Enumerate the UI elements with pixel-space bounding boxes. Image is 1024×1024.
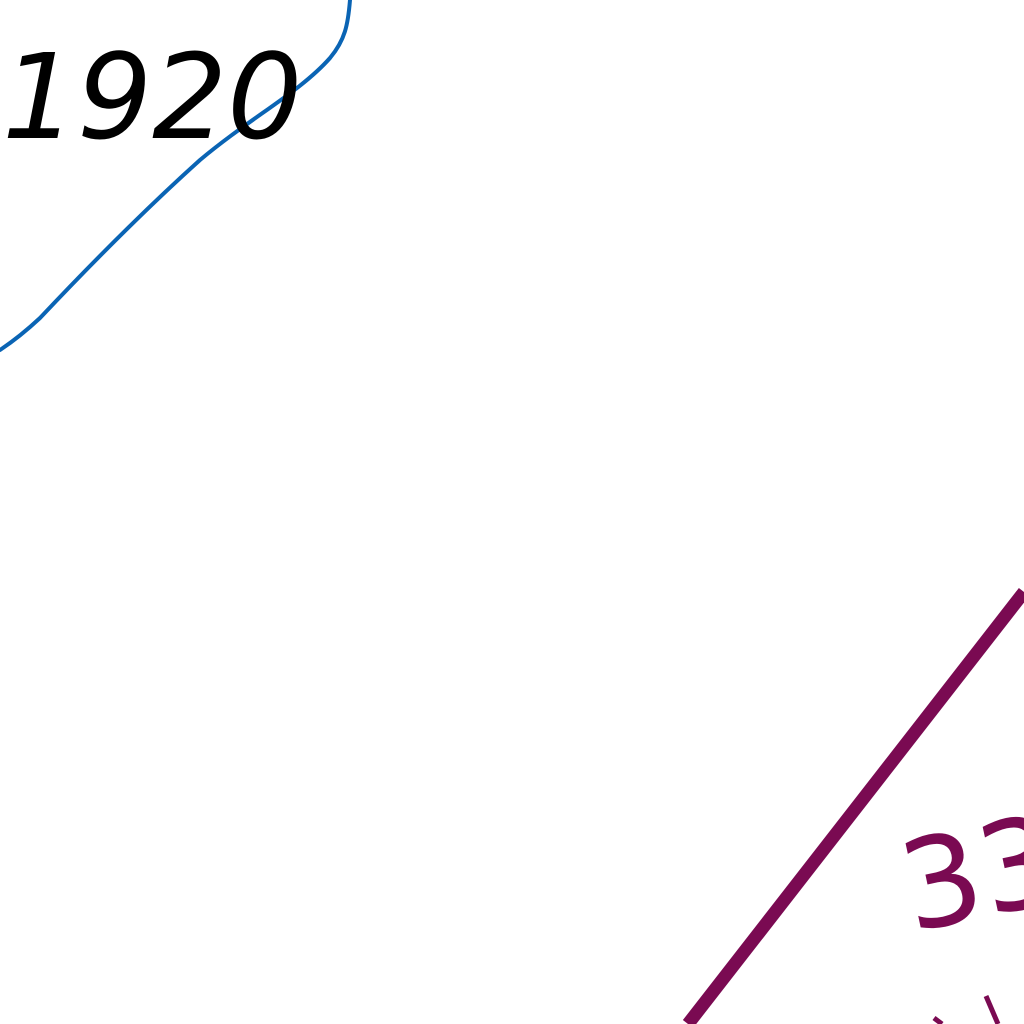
year-label: 1920: [2, 28, 302, 166]
route-number-label: 33: [888, 788, 1024, 962]
route-tick-mark: [983, 995, 1001, 1024]
blue-contour-line: [0, 0, 352, 352]
purple-route-line: [682, 588, 1024, 1024]
route-tick-mark: [932, 1016, 944, 1024]
